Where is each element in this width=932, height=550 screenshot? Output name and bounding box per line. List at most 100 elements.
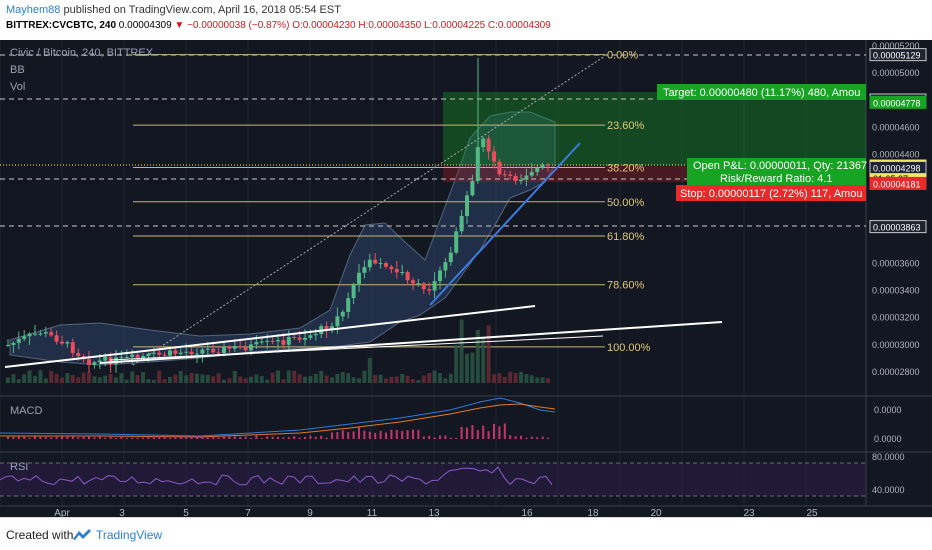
macd-hist-bar: [374, 432, 377, 439]
candle-body: [114, 357, 118, 365]
volume-bar: [330, 377, 334, 383]
candle-body: [459, 215, 464, 232]
volume-bar: [535, 377, 540, 383]
price-tag: [869, 220, 927, 234]
volume-bar: [286, 370, 291, 383]
volume-bar: [265, 379, 270, 383]
macd-hist-bar: [104, 437, 107, 439]
volume-bar: [200, 374, 205, 383]
candle-body: [308, 335, 313, 338]
volume-bar: [346, 373, 351, 383]
macd-hist-bar: [498, 426, 501, 439]
volume-bar: [454, 345, 459, 383]
macd-hist-bar: [217, 437, 220, 439]
trend-line-blue[interactable]: [429, 142, 581, 306]
stop-label[interactable]: Stop: 0.00000117 (2.72%) 117, Amou: [676, 185, 866, 201]
price-tag: [869, 161, 927, 175]
legend-macd: MACD: [10, 405, 42, 417]
macd-hist-bar: [152, 435, 155, 439]
price-chart[interactable]: 0.00% 23.60% 38.20% 50.00% 61.80% 78.60% 100.0…: [0, 40, 932, 519]
volume-bar: [465, 353, 469, 383]
candle-body: [416, 283, 421, 285]
candle-body: [400, 272, 405, 274]
volume-bar: [11, 374, 16, 383]
footer: Created with TradingView: [0, 517, 932, 550]
tradingview-link[interactable]: TradingView: [96, 528, 163, 542]
macd-hist-bar: [142, 437, 144, 439]
macd-hist-bar: [88, 436, 90, 439]
volume-bar: [76, 377, 81, 383]
candle-body: [454, 231, 459, 253]
volume-bar: [211, 376, 216, 383]
candle-body: [87, 359, 91, 366]
macd-hist-bar: [395, 429, 398, 439]
macd-hist-bar: [17, 436, 20, 439]
volume-bar: [411, 378, 415, 383]
target-label[interactable]: Target: 0.00000480 (11.17%) 480, Amou: [657, 84, 866, 100]
macd-hist-bar: [71, 436, 74, 439]
tradingview-logo-icon[interactable]: [72, 527, 92, 541]
macd-hist-bar: [233, 436, 236, 439]
candle-body: [211, 348, 216, 353]
candle-body: [146, 353, 151, 356]
macd-hist-bar: [514, 436, 517, 439]
candle-body: [65, 342, 70, 344]
candle-body: [519, 179, 523, 181]
chart-area[interactable]: 0.00% 23.60% 38.20% 50.00% 61.80% 78.60% 100.0…: [0, 40, 932, 519]
volume-bar: [270, 372, 275, 383]
trend-line-lower[interactable]: [4, 305, 536, 368]
macd-hist-bar: [547, 437, 549, 439]
macd-hist-bar: [109, 436, 112, 439]
macd-hist-bar: [358, 427, 360, 439]
macd-hist-bar: [196, 435, 198, 439]
volume-bar: [475, 329, 480, 383]
macd-hist-bar: [266, 436, 269, 439]
bollinger-band-fill: [9, 111, 556, 366]
volume-bar: [6, 377, 10, 383]
macd-hist-bar: [39, 436, 42, 439]
macd-hist-bar: [536, 437, 539, 439]
volume-bar: [254, 374, 259, 383]
trend-line-support[interactable]: [109, 335, 604, 361]
candle-body: [470, 180, 475, 196]
author-link[interactable]: Mayhem88: [6, 4, 61, 16]
candle-body: [16, 338, 21, 343]
candle-body: [151, 352, 156, 354]
pnl-label[interactable]: Open P&L: 0.00000011, Qty: 21367 Risk/Re…: [687, 158, 867, 186]
macd-hist-bar: [541, 436, 544, 439]
candle-body: [135, 354, 140, 358]
macd-hist-bar: [260, 437, 263, 439]
candle-body: [324, 326, 329, 331]
candle-body: [130, 354, 135, 357]
macd-axis: 0.0000 0.0000: [874, 405, 902, 444]
macd-hist-bar: [422, 436, 425, 439]
volume-bar: [427, 372, 432, 383]
trend-line-long[interactable]: [99, 321, 723, 364]
volume-bar: [546, 378, 550, 383]
price-tick-label: 0.00003000: [872, 340, 920, 350]
time-tick-label: 7: [245, 508, 251, 517]
macd-hist-bar: [66, 436, 69, 439]
time-axis[interactable]: Apr 3 5 7 9 11 13 16 18 20 23 25: [54, 508, 818, 519]
rsi-band: [0, 463, 866, 496]
volume-bar: [81, 372, 86, 383]
volume-bar: [114, 377, 118, 383]
volume-bar: [119, 373, 124, 383]
macd-hist-bar: [336, 432, 339, 439]
volume-bar: [60, 377, 64, 383]
volume-bar: [443, 378, 448, 383]
macd-hist-bar: [125, 437, 128, 439]
candle-body: [205, 348, 210, 350]
grid: [0, 40, 807, 506]
volume-bar: [502, 376, 507, 383]
rsi-line: [0, 466, 553, 486]
volume-bar: [519, 371, 523, 383]
volume-bar: [92, 376, 97, 383]
macd-hist-bar: [390, 429, 393, 439]
time-tick-label: 25: [806, 508, 818, 517]
macd-hist-bar: [509, 435, 512, 439]
candle-body: [535, 167, 540, 172]
macd-hist-bar: [61, 436, 63, 439]
candle-body: [281, 340, 286, 345]
volume-bar: [513, 372, 518, 383]
